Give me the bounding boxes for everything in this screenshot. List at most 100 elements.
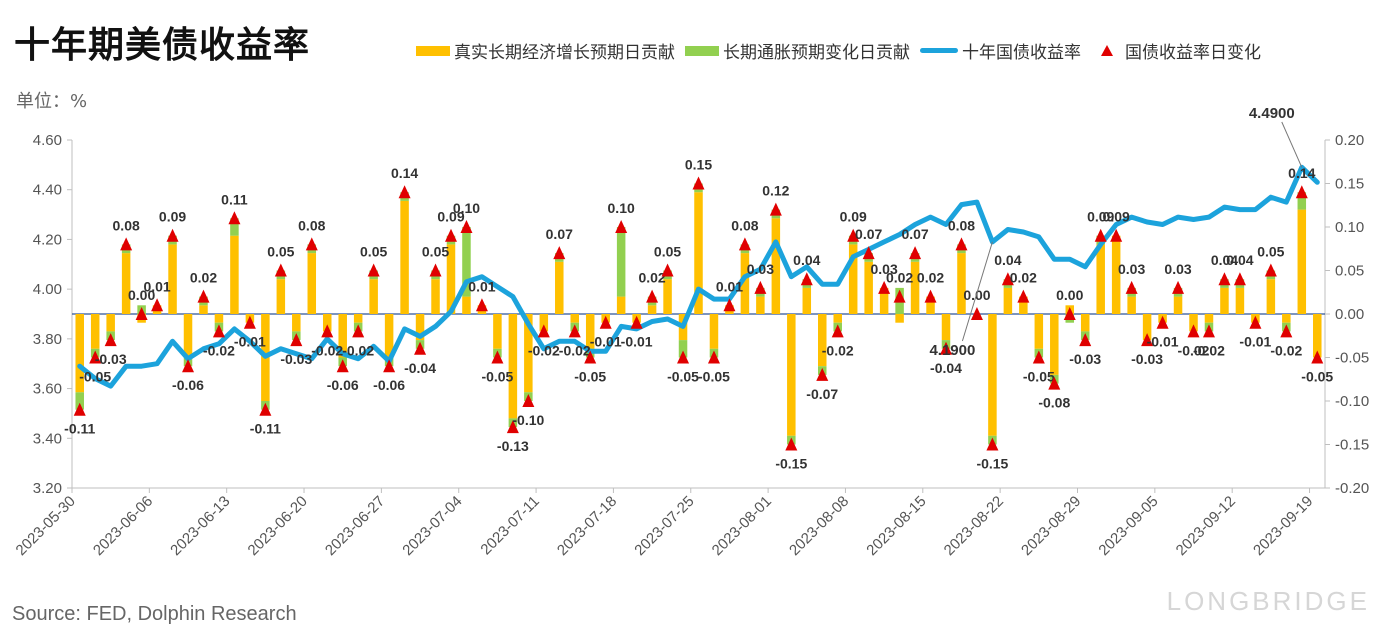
legend-item-yield: 十年国债收益率 [920,38,1081,63]
change-marker [847,228,860,242]
bar-real-growth [338,314,347,358]
change-label: 0.05 [654,244,681,260]
annotation-leader [1281,121,1303,168]
bar-inflation [616,227,626,297]
bar-real-growth [214,314,224,323]
change-label: 0.07 [901,226,928,242]
change-label: 0.08 [298,217,325,233]
bar-real-growth [647,305,657,314]
change-label: -0.06 [327,377,359,393]
change-label: -0.03 [280,351,312,367]
legend-item-real-growth: 真实长期经济增长预期日贡献 [416,38,675,63]
x-axis-tick-label: 2023-09-05 [1095,493,1161,559]
change-label: -0.05 [667,369,699,385]
legend-label-change: 国债收益率日变化 [1125,43,1261,63]
bar-real-growth [415,314,425,341]
change-marker [1110,228,1123,242]
change-label: 0.01 [716,278,743,294]
change-label: 0.14 [391,165,418,181]
change-marker [367,263,380,277]
legend-swatch-change [1101,45,1113,56]
change-marker [862,246,875,260]
bar-real-growth [353,314,363,323]
change-marker [120,237,133,251]
bar-real-growth [1019,296,1028,314]
bar-real-growth [508,314,518,419]
chart-title: 十年期美债收益率 [14,25,311,66]
change-marker [785,437,798,451]
change-label: -0.15 [775,456,807,472]
left-axis-tick-label: 3.80 [33,331,62,348]
change-label: -0.02 [528,342,560,358]
change-label: -0.10 [512,412,544,428]
change-label: 0.05 [267,244,294,260]
x-axis-tick-label: 2023-08-22 [941,493,1007,559]
change-marker [522,394,535,407]
change-marker [1001,272,1014,286]
change-label: 0.09 [1087,209,1114,225]
bar-real-growth [740,253,750,314]
change-label: 0.08 [948,217,975,233]
bar-real-growth [1111,235,1121,314]
right-axis-tick-label: -0.10 [1335,393,1369,410]
change-marker [1094,228,1107,242]
change-marker [769,202,782,216]
change-label: 0.03 [871,261,898,277]
bar-real-growth [121,253,131,314]
change-label: 0.01 [468,278,495,294]
right-axis-tick-label: 0.15 [1335,176,1364,193]
bar-real-growth [817,314,827,367]
change-marker [73,402,86,416]
x-axis-tick-label: 2023-08-01 [709,493,775,559]
change-label: 0.00 [128,287,155,303]
left-axis-tick-label: 4.40 [33,182,62,199]
change-marker [1063,307,1076,320]
bar-inflation [462,227,471,297]
change-marker [661,263,674,277]
change-label: -0.02 [311,342,343,358]
bar-real-growth [694,192,703,314]
bar-real-growth [400,200,409,314]
change-label: 0.09 [437,209,464,225]
bar-real-growth [199,305,208,314]
bar-real-growth [1080,314,1090,332]
legend-item-change: 国债收益率日变化 [1091,38,1261,63]
change-marker [305,237,318,251]
x-axis-tick-label: 2023-08-15 [863,493,929,559]
change-marker [135,307,148,320]
right-axis-tick-label: 0.05 [1335,263,1364,280]
change-label: 0.04 [1226,252,1253,268]
change-label: -0.05 [698,369,730,385]
change-marker [692,176,705,190]
bar-real-growth [756,296,765,314]
change-marker [1218,272,1231,286]
bar-real-growth [895,314,904,323]
change-label: -0.06 [373,377,405,393]
bar-real-growth [230,235,239,314]
change-marker [274,263,287,277]
change-marker [584,350,597,364]
change-marker [831,324,844,338]
change-marker [475,298,488,312]
change-label: -0.04 [404,360,436,376]
change-marker [321,324,334,338]
bar-real-growth [1142,314,1152,341]
right-axis-tick-label: -0.15 [1335,437,1369,454]
change-label: 0.00 [1056,287,1083,303]
change-marker [630,315,643,329]
right-axis-tick-label: 0.20 [1335,132,1364,149]
x-axis-tick-label: 2023-07-18 [554,493,620,559]
bar-real-growth [322,314,332,332]
change-label: -0.03 [1131,351,1163,367]
change-label: 0.08 [731,217,758,233]
bar-real-growth [1050,314,1059,375]
change-label: 0.05 [360,244,387,260]
source-note: Source: FED, Dolphin Research [12,603,297,625]
change-label: 0.10 [453,200,480,216]
x-axis-tick-label: 2023-07-25 [631,493,697,559]
change-marker [940,341,953,355]
bar-real-growth [1127,296,1136,314]
change-marker [615,220,628,233]
change-label: 0.04 [793,252,820,268]
bar-real-growth [1003,287,1013,314]
